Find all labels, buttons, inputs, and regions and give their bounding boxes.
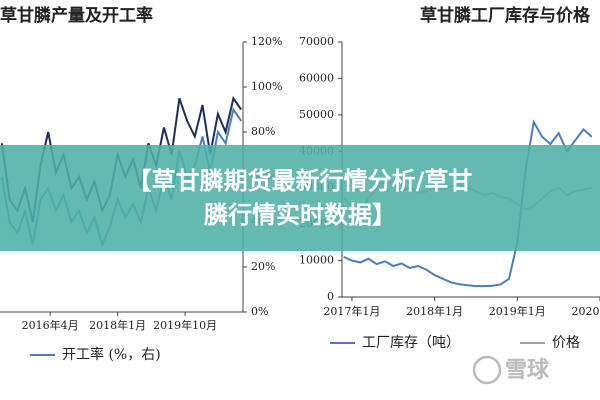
banner-bg	[0, 145, 600, 251]
chart-title: 草甘膦产量及开工率	[0, 5, 153, 26]
legend-label: 价格	[552, 335, 580, 351]
x-tick-label: 2019年10月	[153, 318, 217, 332]
y-tick-label: 20%	[251, 260, 275, 273]
x-tick-label: 2017年1月	[323, 304, 380, 318]
x-tick-label: 2016年4月	[22, 318, 79, 332]
banner-line: 【草甘膦期货最新行情分析/草甘	[128, 167, 473, 195]
legend-label: 工厂库存（吨）	[362, 335, 460, 351]
y-tick-label: 100%	[251, 80, 282, 93]
x-tick-label: 2018年1月	[406, 304, 463, 318]
y-tick-label: 0	[327, 290, 334, 303]
legend-label: 开工率 (%，右)	[62, 346, 161, 363]
x-tick-label: 2020年1月	[572, 304, 600, 318]
y-tick-label: 120%	[251, 35, 282, 48]
x-tick-label: 2018年1月	[89, 318, 146, 332]
chart-title: 草甘膦工厂库存与价格	[420, 5, 591, 26]
y-tick-label: 10000	[299, 254, 334, 267]
y-tick-label: 70000	[299, 35, 334, 48]
y-tick-label: 60000	[299, 71, 334, 84]
y-tick-label: 50000	[299, 108, 334, 121]
watermark: 雪球	[505, 358, 550, 383]
y-tick-label: 0%	[251, 305, 268, 318]
banner-line: 膦行情实时数据】	[204, 201, 396, 229]
watermark-logo	[472, 355, 502, 385]
x-tick-label: 2019年1月	[489, 304, 546, 318]
series-line	[343, 119, 593, 288]
y-tick-label: 80%	[251, 125, 275, 138]
